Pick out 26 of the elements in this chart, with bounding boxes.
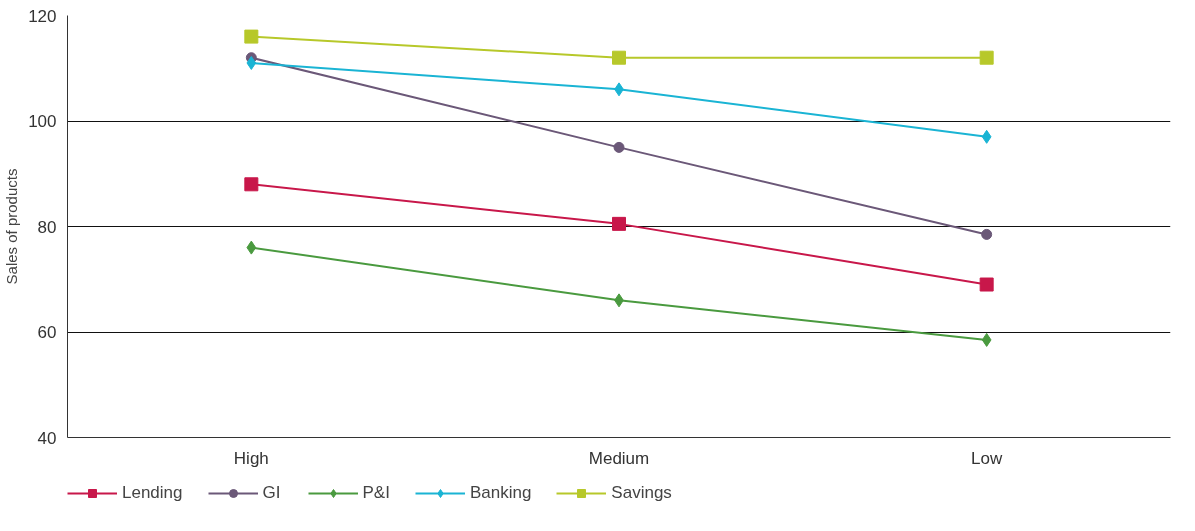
point (979, 277, 994, 292)
point (981, 332, 992, 347)
legend-label: GI (262, 482, 282, 503)
point (979, 50, 994, 65)
y-tick-label: 80 (37, 217, 57, 237)
legend-label: P&I (362, 482, 390, 503)
legend-label: Banking (469, 482, 532, 503)
point (981, 228, 993, 240)
x-tick-label: High (233, 448, 269, 468)
legend-label: Lending (122, 482, 183, 503)
y-tick-label: 40 (37, 428, 57, 448)
point (244, 29, 259, 44)
point (246, 240, 257, 255)
x-tick-label: Medium (588, 448, 650, 468)
point (244, 177, 259, 192)
point (612, 50, 626, 65)
y-axis-title: Sales of products (3, 168, 21, 285)
y-tick-label: 120 (28, 6, 57, 26)
x-tick-label: Low (971, 448, 1003, 468)
legend-label: Savings (611, 482, 672, 503)
point (246, 55, 257, 70)
y-tick-label: 100 (28, 112, 57, 131)
point (612, 216, 626, 231)
y-tick-label: 60 (37, 323, 57, 342)
point (981, 129, 992, 144)
point (613, 141, 625, 153)
